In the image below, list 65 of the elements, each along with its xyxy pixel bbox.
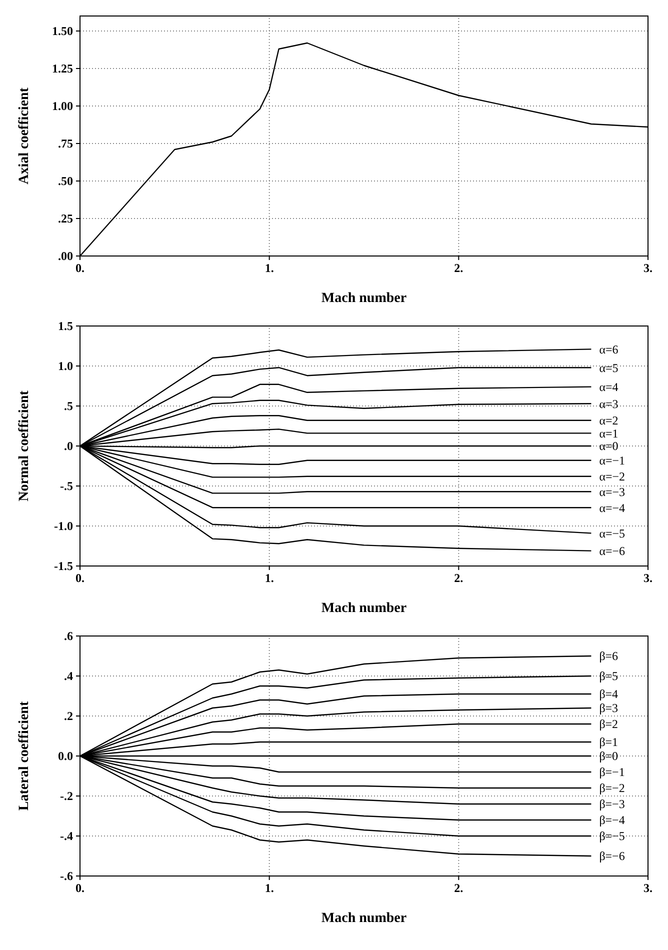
series-label: α=−3 [599, 484, 626, 499]
series-label: β=6 [599, 649, 618, 664]
y-tick-label: .50 [58, 174, 73, 188]
series-label: α=1 [599, 426, 618, 440]
y-tick-label: .25 [58, 212, 73, 226]
y-tick-label: .75 [58, 136, 73, 151]
y-tick-label: 1.00 [52, 99, 73, 114]
y-tick-label: 1.0 [58, 359, 73, 374]
x-tick-label: 3. [644, 881, 652, 895]
series-label: α=3 [599, 396, 618, 411]
y-tick-label: -1.5 [54, 559, 73, 574]
series-label: β=−4 [599, 813, 625, 828]
series-label: α=2 [599, 414, 618, 428]
series-label: β=4 [599, 687, 618, 702]
y-tick-label: -.5 [60, 479, 73, 494]
series-label: α=−2 [599, 470, 626, 484]
y-tick-label: 1.5 [58, 319, 73, 334]
series-label: α=5 [599, 360, 618, 375]
series-label: α=0 [599, 439, 618, 454]
y-tick-label: .6 [64, 629, 73, 644]
y-axis-title: Axial coefficient [17, 87, 32, 184]
series-label: β=−2 [599, 781, 625, 796]
x-tick-label: 1. [264, 261, 274, 275]
series-label: β=3 [599, 701, 618, 716]
series-label: β=−5 [599, 829, 625, 844]
x-tick-label: 0. [76, 571, 84, 585]
series-label: α=−6 [599, 544, 626, 558]
series-label: α=−5 [599, 526, 626, 540]
x-axis-title: Mach number [321, 291, 407, 306]
y-tick-label: -1.0 [54, 519, 73, 534]
y-tick-label: .00 [58, 249, 73, 264]
y-tick-label: 1.50 [52, 24, 73, 38]
x-tick-label: 3. [644, 261, 652, 275]
series-label: β=−1 [599, 765, 625, 780]
series-label: β=2 [599, 717, 618, 732]
y-tick-label: .0 [64, 439, 73, 454]
x-tick-label: 0. [76, 261, 84, 275]
x-axis-title: Mach number [321, 601, 407, 616]
y-tick-label: 0.0 [58, 749, 73, 764]
y-tick-label: .5 [64, 399, 73, 414]
y-tick-label: -.6 [60, 869, 73, 884]
series-label: α=6 [599, 342, 618, 356]
y-tick-label: -.2 [60, 789, 73, 804]
y-tick-label: 1.25 [52, 62, 73, 76]
series-label: α=−1 [599, 454, 626, 468]
y-tick-label: .2 [64, 709, 73, 724]
x-tick-label: 0. [76, 881, 84, 895]
y-tick-label: -.4 [60, 829, 73, 844]
x-tick-label: 1. [264, 881, 274, 895]
series-label: β=−6 [599, 849, 625, 864]
series-label: α=4 [599, 380, 618, 394]
series-label: β=0 [599, 749, 618, 764]
series-label: β=−3 [599, 797, 625, 812]
x-tick-label: 3. [644, 571, 652, 585]
x-tick-label: 2. [454, 881, 464, 895]
series-label: β=1 [599, 735, 618, 750]
y-axis-title: Normal coefficient [17, 390, 32, 502]
y-tick-label: .4 [64, 669, 73, 684]
x-axis-title: Mach number [321, 911, 407, 926]
x-tick-label: 2. [454, 571, 464, 585]
series-label: β=5 [599, 669, 618, 684]
x-tick-label: 1. [264, 571, 274, 585]
series-label: α=−4 [599, 500, 626, 515]
y-axis-title: Lateral coefficient [17, 701, 32, 811]
x-tick-label: 2. [454, 261, 464, 275]
